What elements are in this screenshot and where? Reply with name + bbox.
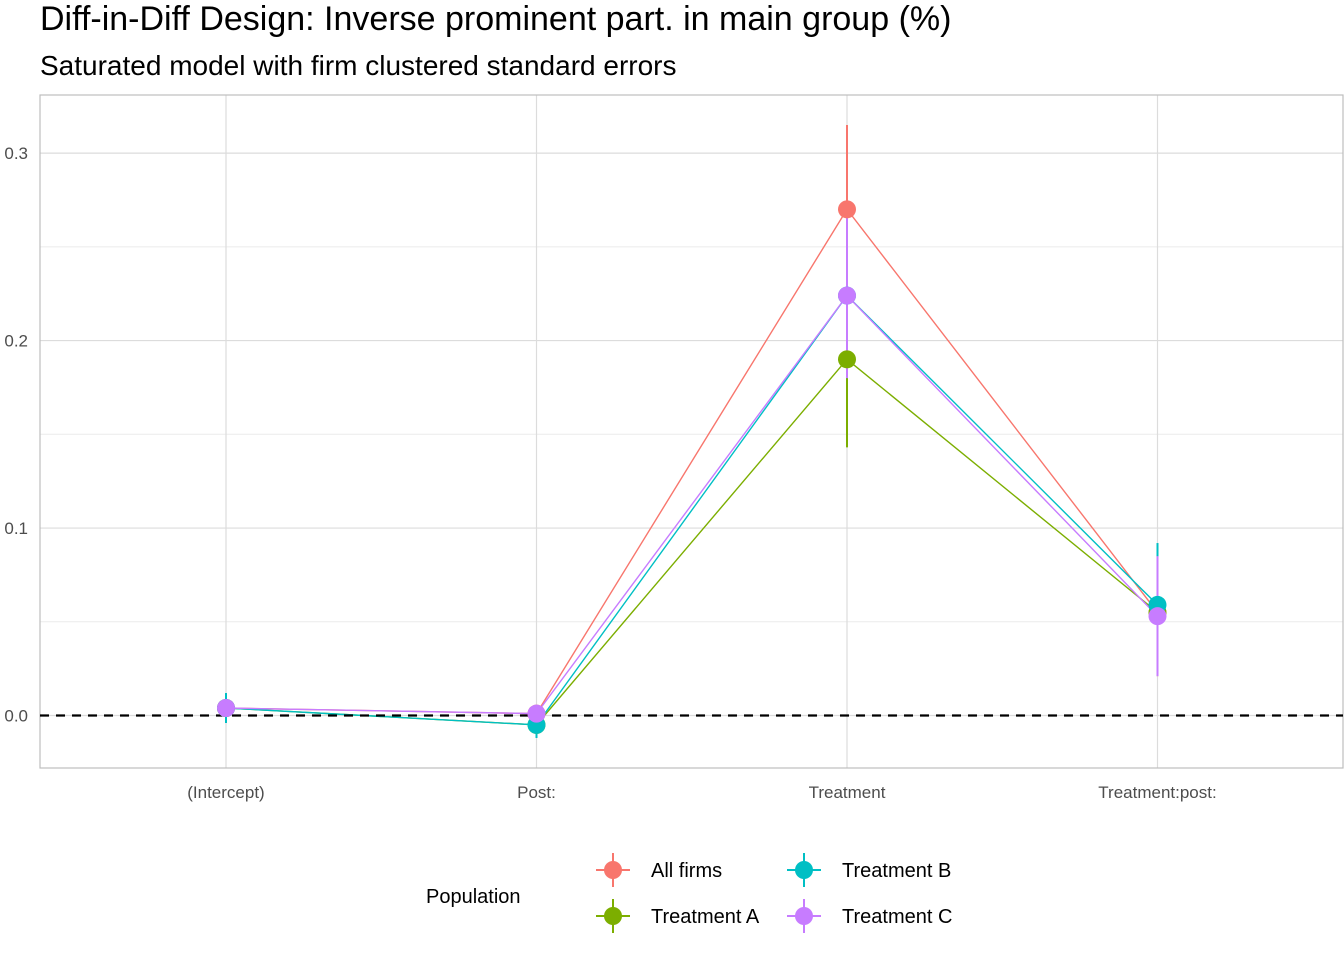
series-line [225, 208, 1159, 715]
data-point [217, 699, 235, 718]
legend-title: Population [426, 886, 521, 908]
chart-subtitle: Saturated model with firm clustered stan… [40, 50, 677, 81]
series-line [225, 294, 1158, 726]
data-point [838, 286, 856, 305]
x-tick-label: Treatment [809, 783, 886, 802]
data-point [1148, 607, 1167, 626]
panel-border [39, 94, 1344, 769]
data-point [527, 704, 546, 723]
y-tick-label: 0.3 [4, 144, 28, 163]
x-tick-label: (Intercept) [187, 783, 264, 802]
legend: Population All firms Treatment A Treatment… [426, 853, 952, 933]
y-tick-label: 0.1 [4, 519, 28, 538]
y-tick-label: 0.0 [4, 707, 28, 726]
series-line [225, 294, 1159, 715]
plot-panel: 0.0 0.1 0.2 0.3 (Intercept) Post: Treatment Tre… [4, 94, 1344, 802]
data-point [838, 350, 856, 369]
legend-item-label: Treatment C [842, 906, 952, 928]
x-tick-label: Post: [517, 783, 556, 802]
legend-key-point [795, 907, 813, 925]
legend-item-label: Treatment B [842, 860, 951, 882]
series-line [225, 358, 1158, 726]
legend-key-point [604, 861, 622, 879]
y-tick-label: 0.2 [4, 332, 28, 351]
data-point [838, 200, 856, 219]
x-tick-label: Treatment:post: [1098, 783, 1216, 802]
legend-item-label: Treatment A [651, 906, 760, 928]
chart-title: Diff-in-Diff Design: Inverse prominent p… [40, 0, 951, 38]
legend-item-label: All firms [651, 860, 722, 882]
legend-key-point [795, 861, 813, 879]
legend-key-point [604, 907, 622, 925]
